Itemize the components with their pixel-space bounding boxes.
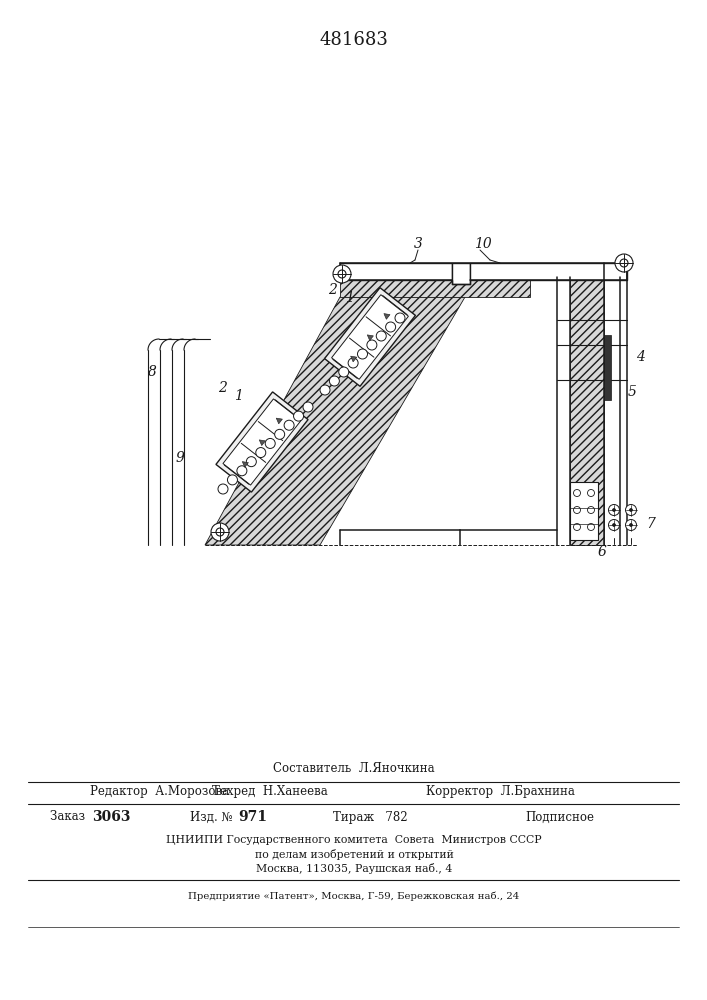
Text: Корректор  Л.Брахнина: Корректор Л.Брахнина — [426, 786, 574, 798]
Circle shape — [293, 411, 303, 421]
Circle shape — [338, 270, 346, 278]
Text: 7: 7 — [647, 517, 655, 531]
Circle shape — [385, 322, 396, 332]
Circle shape — [612, 524, 616, 526]
Polygon shape — [332, 295, 409, 379]
Text: Предприятие «Патент», Москва, Г-59, Бережковская наб., 24: Предприятие «Патент», Москва, Г-59, Бере… — [188, 891, 520, 901]
Polygon shape — [325, 288, 416, 386]
Circle shape — [629, 524, 633, 526]
Circle shape — [237, 466, 247, 476]
Text: 2: 2 — [329, 283, 337, 297]
Circle shape — [256, 448, 266, 458]
Circle shape — [265, 438, 275, 448]
Text: по делам изобретений и открытий: по делам изобретений и открытий — [255, 848, 453, 859]
Circle shape — [303, 402, 313, 412]
Circle shape — [588, 506, 595, 514]
Text: Составитель  Л.Яночкина: Составитель Л.Яночкина — [273, 762, 435, 776]
Text: 6: 6 — [597, 545, 607, 559]
Text: 971: 971 — [238, 810, 267, 824]
Text: Тираж   782: Тираж 782 — [333, 810, 407, 824]
Circle shape — [329, 376, 339, 386]
Circle shape — [339, 367, 349, 377]
Bar — [604, 335, 611, 400]
Circle shape — [284, 420, 294, 430]
Polygon shape — [205, 297, 465, 545]
Circle shape — [588, 489, 595, 496]
Polygon shape — [216, 392, 308, 492]
Text: Техред  Н.Ханеева: Техред Н.Ханеева — [212, 786, 328, 798]
Polygon shape — [223, 399, 301, 485]
Text: 1: 1 — [233, 389, 243, 403]
Circle shape — [358, 349, 368, 359]
Circle shape — [320, 385, 330, 395]
Circle shape — [626, 520, 636, 530]
Circle shape — [573, 489, 580, 496]
Text: Подписное: Подписное — [525, 810, 595, 824]
Text: 2: 2 — [218, 381, 226, 395]
Text: 3: 3 — [414, 237, 423, 251]
Polygon shape — [470, 263, 627, 280]
Text: Москва, 113035, Раушская наб., 4: Москва, 113035, Раушская наб., 4 — [256, 862, 452, 874]
Text: ЦНИИПИ Государственного комитета  Совета  Министров СССР: ЦНИИПИ Государственного комитета Совета … — [166, 835, 542, 845]
Circle shape — [573, 506, 580, 514]
Text: Заказ: Заказ — [50, 810, 89, 824]
Polygon shape — [351, 356, 357, 362]
Circle shape — [367, 340, 377, 350]
Polygon shape — [570, 482, 598, 540]
Circle shape — [615, 254, 633, 272]
Polygon shape — [340, 277, 530, 297]
Text: 8: 8 — [148, 365, 156, 379]
Circle shape — [609, 520, 619, 530]
Polygon shape — [367, 335, 373, 341]
Circle shape — [218, 484, 228, 494]
Polygon shape — [276, 418, 282, 424]
Circle shape — [376, 331, 386, 341]
Circle shape — [588, 524, 595, 530]
Circle shape — [333, 265, 351, 283]
Text: Редактор  А.Морозова: Редактор А.Морозова — [90, 786, 229, 798]
Polygon shape — [570, 277, 604, 545]
Polygon shape — [452, 263, 470, 284]
Circle shape — [573, 524, 580, 530]
Polygon shape — [259, 440, 265, 446]
Text: 1: 1 — [344, 291, 354, 305]
Polygon shape — [243, 462, 248, 467]
Circle shape — [216, 528, 224, 536]
Polygon shape — [340, 263, 452, 280]
Circle shape — [348, 358, 358, 368]
Circle shape — [626, 504, 636, 516]
Text: 10: 10 — [474, 237, 492, 251]
Circle shape — [620, 259, 628, 267]
Polygon shape — [384, 314, 390, 319]
Text: 481683: 481683 — [320, 31, 388, 49]
Circle shape — [609, 504, 619, 516]
Text: 5: 5 — [628, 385, 636, 399]
Circle shape — [228, 475, 238, 485]
Circle shape — [612, 508, 616, 512]
Circle shape — [274, 429, 285, 439]
Text: Изд. №: Изд. № — [190, 810, 240, 824]
Text: 4: 4 — [636, 350, 645, 364]
Circle shape — [629, 508, 633, 512]
Circle shape — [246, 457, 257, 467]
Text: 3063: 3063 — [92, 810, 131, 824]
Circle shape — [395, 313, 405, 323]
Circle shape — [211, 523, 229, 541]
Text: 9: 9 — [175, 451, 185, 465]
